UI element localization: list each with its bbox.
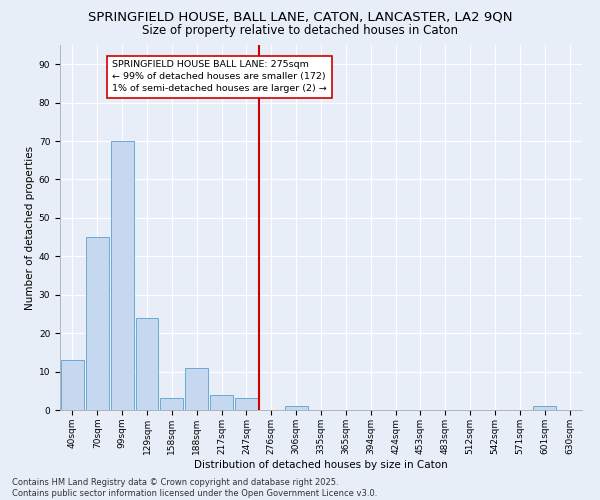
Bar xyxy=(235,398,258,410)
X-axis label: Distribution of detached houses by size in Caton: Distribution of detached houses by size … xyxy=(194,460,448,469)
Bar xyxy=(136,318,158,410)
Bar xyxy=(185,368,208,410)
Text: Size of property relative to detached houses in Caton: Size of property relative to detached ho… xyxy=(142,24,458,37)
Bar xyxy=(61,360,84,410)
Text: SPRINGFIELD HOUSE BALL LANE: 275sqm
← 99% of detached houses are smaller (172)
1: SPRINGFIELD HOUSE BALL LANE: 275sqm ← 99… xyxy=(112,60,327,93)
Text: Contains HM Land Registry data © Crown copyright and database right 2025.
Contai: Contains HM Land Registry data © Crown c… xyxy=(12,478,377,498)
Text: SPRINGFIELD HOUSE, BALL LANE, CATON, LANCASTER, LA2 9QN: SPRINGFIELD HOUSE, BALL LANE, CATON, LAN… xyxy=(88,11,512,24)
Bar xyxy=(210,394,233,410)
Y-axis label: Number of detached properties: Number of detached properties xyxy=(25,146,35,310)
Bar xyxy=(285,406,308,410)
Bar xyxy=(86,237,109,410)
Bar xyxy=(111,141,134,410)
Bar xyxy=(160,398,183,410)
Bar xyxy=(533,406,556,410)
